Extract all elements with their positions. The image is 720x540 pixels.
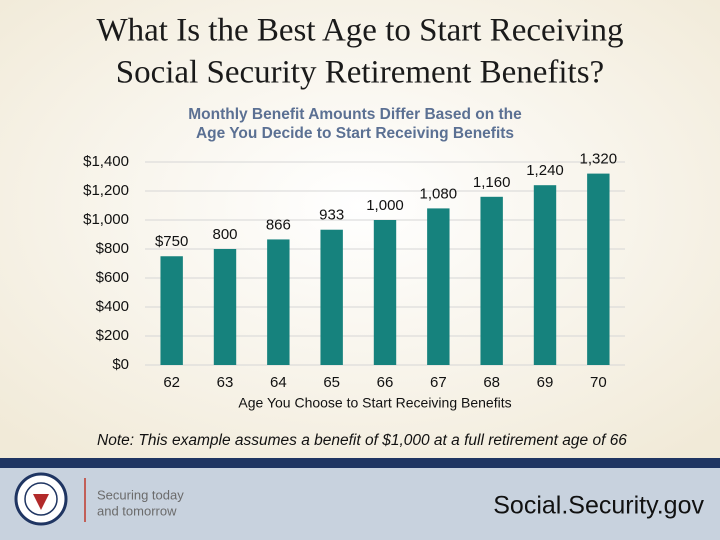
y-tick-label: $1,200 <box>83 182 129 199</box>
y-tick-label: $400 <box>96 298 129 315</box>
value-label: 1,000 <box>366 197 404 214</box>
bar <box>267 239 290 365</box>
logo-emblem <box>33 494 49 510</box>
x-tick-label: 66 <box>377 374 394 391</box>
value-label: 1,160 <box>473 174 511 191</box>
bar <box>480 196 503 365</box>
y-tick-label: $0 <box>112 356 129 373</box>
value-label: 800 <box>212 226 237 243</box>
y-tick-label: $200 <box>96 327 129 344</box>
y-tick-label: $600 <box>96 269 129 286</box>
x-tick-label: 65 <box>323 374 340 391</box>
value-label: $750 <box>155 233 188 250</box>
logo <box>14 472 68 526</box>
bar <box>213 249 237 365</box>
chart-title: Monthly Benefit Amounts Differ Based on … <box>188 106 522 123</box>
x-tick-label: 68 <box>483 374 500 391</box>
tagline: Securing today <box>97 487 184 502</box>
x-tick-label: 63 <box>217 374 234 391</box>
bar <box>427 208 450 365</box>
bar <box>533 185 557 365</box>
x-tick-label: 62 <box>163 374 180 391</box>
website: Social.Security.gov <box>493 492 704 520</box>
footer-band <box>0 468 720 540</box>
slide-title: Social Security Retirement Benefits? <box>116 55 604 91</box>
y-tick-label: $1,000 <box>83 211 129 228</box>
x-tick-label: 64 <box>270 374 287 391</box>
tagline: and tomorrow <box>97 503 177 518</box>
bar <box>320 229 343 365</box>
note: Note: This example assumes a benefit of … <box>97 432 627 449</box>
y-tick-label: $800 <box>96 240 129 257</box>
value-label: 866 <box>266 216 291 233</box>
logo-ring <box>24 482 58 516</box>
chart-title: Age You Decide to Start Receiving Benefi… <box>196 125 514 142</box>
value-label: 1,320 <box>580 151 618 168</box>
bar <box>160 256 183 365</box>
value-label: 933 <box>319 207 344 224</box>
slide-title: What Is the Best Age to Start Receiving <box>97 13 624 49</box>
bar <box>373 220 397 365</box>
x-axis-label: Age You Choose to Start Receiving Benefi… <box>238 395 511 411</box>
x-tick-label: 69 <box>537 374 554 391</box>
footer-stripe <box>0 458 720 468</box>
x-tick-label: 67 <box>430 374 447 391</box>
bar <box>587 173 610 365</box>
x-tick-label: 70 <box>590 374 607 391</box>
value-label: 1,240 <box>526 162 564 179</box>
y-tick-label: $1,400 <box>83 153 129 170</box>
value-label: 1,080 <box>420 185 458 202</box>
